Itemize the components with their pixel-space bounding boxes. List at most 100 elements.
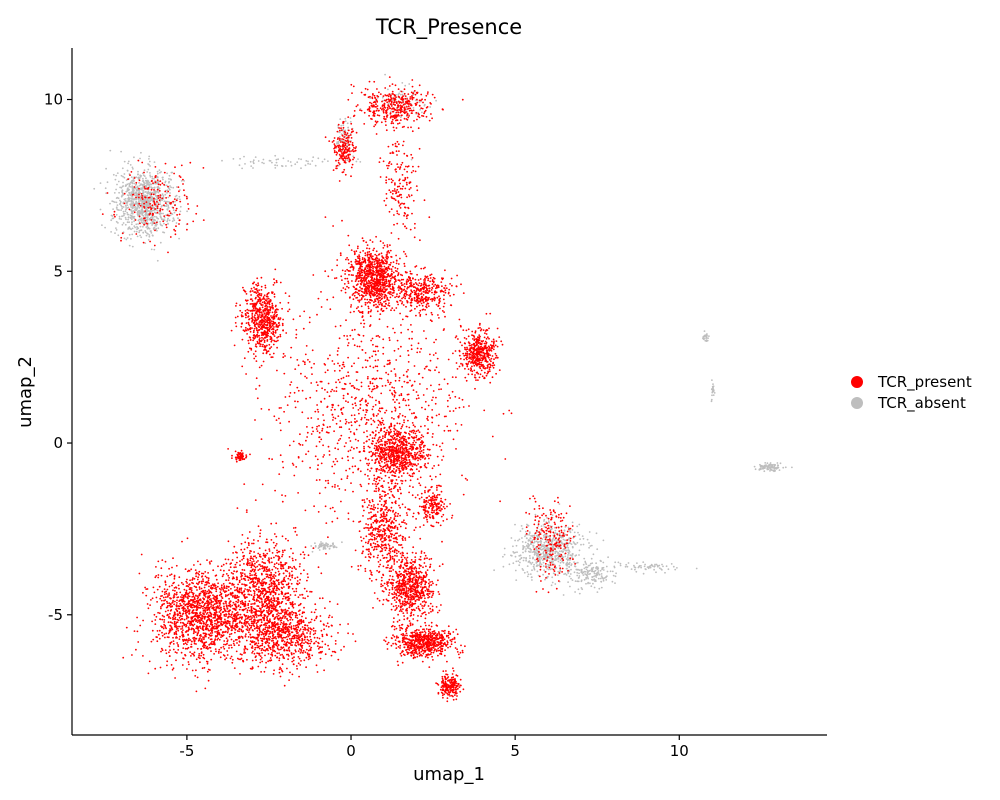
- data-point: [166, 200, 169, 203]
- data-point: [211, 583, 214, 586]
- data-point: [164, 626, 167, 628]
- data-point: [285, 165, 287, 167]
- data-point: [586, 576, 589, 578]
- data-point: [225, 573, 228, 575]
- data-point: [539, 531, 542, 534]
- data-point: [528, 555, 531, 557]
- data-point: [150, 186, 153, 189]
- data-point: [156, 176, 159, 179]
- data-point: [207, 572, 210, 574]
- data-point: [585, 576, 588, 579]
- data-point: [148, 160, 151, 163]
- data-point: [268, 550, 271, 552]
- data-point: [557, 547, 560, 549]
- data-point: [435, 99, 437, 102]
- data-point: [190, 605, 193, 607]
- data-point: [216, 632, 219, 635]
- data-point: [118, 215, 121, 218]
- data-point: [287, 565, 290, 568]
- data-point: [205, 635, 207, 638]
- data-point: [129, 194, 132, 197]
- data-point: [711, 394, 713, 397]
- data-point: [203, 643, 206, 646]
- data-point: [778, 469, 781, 471]
- data-point: [593, 572, 596, 575]
- data-point: [543, 546, 546, 549]
- data-point: [196, 676, 199, 679]
- data-point: [131, 233, 134, 236]
- data-point: [249, 574, 252, 577]
- data-point: [249, 572, 251, 575]
- data-point: [281, 535, 284, 538]
- data-point: [281, 663, 284, 666]
- data-point: [155, 615, 158, 618]
- data-point: [240, 618, 243, 620]
- data-point: [206, 662, 209, 665]
- data-point: [125, 206, 127, 208]
- data-point: [291, 587, 294, 590]
- data-point: [144, 586, 147, 589]
- data-point: [201, 575, 204, 577]
- data-point: [190, 655, 192, 657]
- data-point: [205, 606, 208, 609]
- data-point: [299, 553, 302, 556]
- data-point: [521, 568, 524, 570]
- data-point: [218, 638, 221, 641]
- data-point: [554, 550, 557, 553]
- data-point: [192, 604, 195, 607]
- data-point: [154, 667, 157, 670]
- data-point: [264, 582, 267, 585]
- data-point: [164, 583, 167, 586]
- data-point: [179, 189, 181, 191]
- data-point: [284, 537, 287, 540]
- data-point: [169, 649, 171, 651]
- data-point: [602, 566, 605, 569]
- data-point: [130, 201, 133, 203]
- data-point: [546, 567, 548, 570]
- data-point: [179, 210, 182, 213]
- data-point: [106, 181, 109, 184]
- data-point: [172, 640, 175, 642]
- data-point: [282, 583, 284, 586]
- data-point: [552, 550, 554, 553]
- data-point: [154, 198, 157, 201]
- data-point: [130, 197, 132, 200]
- data-point: [142, 219, 144, 221]
- data-point: [261, 161, 264, 164]
- data-point: [584, 561, 587, 564]
- data-point: [168, 592, 171, 595]
- data-point: [141, 187, 144, 190]
- data-point: [191, 578, 194, 581]
- data-point: [142, 191, 145, 194]
- data-point: [221, 611, 224, 614]
- data-point: [664, 571, 666, 574]
- data-point: [93, 187, 96, 190]
- data-point: [178, 600, 181, 602]
- data-point: [286, 609, 289, 612]
- data-point: [295, 630, 298, 633]
- data-point: [253, 551, 256, 553]
- data-point: [230, 644, 233, 646]
- data-point: [270, 557, 273, 560]
- data-point: [265, 570, 268, 573]
- data-point: [140, 151, 142, 154]
- data-point: [145, 191, 147, 193]
- data-point: [178, 616, 181, 619]
- data-point: [576, 568, 579, 571]
- data-point: [176, 599, 178, 602]
- data-point: [524, 541, 527, 544]
- data-point: [227, 589, 230, 592]
- data-point: [150, 222, 152, 225]
- data-point: [275, 161, 278, 164]
- data-point: [202, 572, 205, 575]
- data-point: [156, 588, 159, 591]
- data-point: [271, 590, 273, 593]
- data-point: [151, 209, 154, 212]
- data-point: [196, 601, 199, 604]
- data-point: [535, 540, 538, 543]
- data-point: [204, 575, 207, 578]
- data-point: [277, 612, 280, 614]
- data-point: [173, 613, 176, 616]
- data-point: [179, 614, 182, 617]
- data-point: [580, 579, 583, 582]
